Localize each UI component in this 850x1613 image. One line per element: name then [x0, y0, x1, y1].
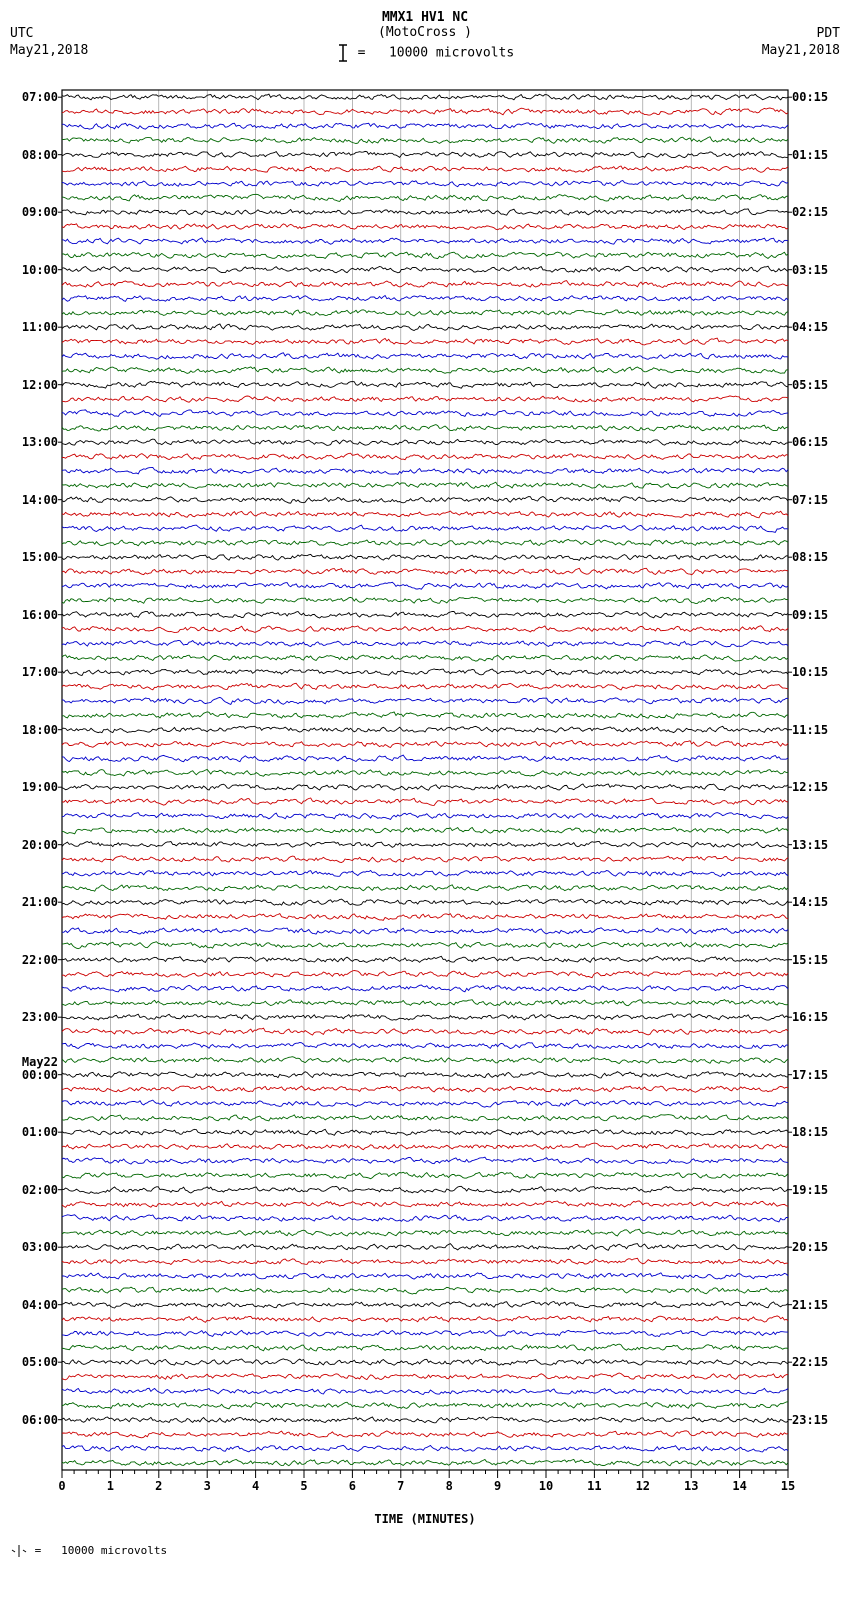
time-label: 03:15 — [792, 263, 828, 277]
time-label: 10:00 — [22, 263, 58, 277]
tz-right: PDT May21,2018 — [762, 26, 840, 60]
scale-bar-icon-bottom — [10, 1544, 28, 1558]
scale-equals: = — [358, 46, 381, 61]
svg-text:12: 12 — [636, 1479, 650, 1493]
plot-area: 07:00 08:00 09:00 10:00 11:00 12:00 13:00 14:00… — [10, 80, 840, 1510]
svg-text:5: 5 — [300, 1479, 307, 1493]
time-label: 22:00 — [22, 953, 58, 967]
xaxis-title: TIME (MINUTES) — [10, 1512, 840, 1526]
tz-right-label: PDT — [762, 26, 840, 43]
svg-text:14: 14 — [732, 1479, 746, 1493]
time-label: 07:00 — [22, 90, 58, 104]
svg-text:6: 6 — [349, 1479, 356, 1493]
time-label: 15:00 — [22, 550, 58, 564]
time-label: 10:15 — [792, 665, 828, 679]
right-time-axis: 00:15 01:15 02:15 03:15 04:15 05:15 06:15 07:15… — [790, 80, 840, 1510]
svg-text:1: 1 — [107, 1479, 114, 1493]
time-label: 21:15 — [792, 1298, 828, 1312]
time-label: 18:15 — [792, 1125, 828, 1139]
time-label: 23:00 — [22, 1010, 58, 1024]
time-label: 06:15 — [792, 435, 828, 449]
svg-text:4: 4 — [252, 1479, 259, 1493]
svg-text:10: 10 — [539, 1479, 553, 1493]
time-label: 00:00 — [22, 1068, 58, 1082]
time-label: 16:00 — [22, 608, 58, 622]
time-label: 14:15 — [792, 895, 828, 909]
time-label: 18:00 — [22, 723, 58, 737]
time-label: 17:15 — [792, 1068, 828, 1082]
time-label: 23:15 — [792, 1413, 828, 1427]
time-label: 01:15 — [792, 148, 828, 162]
time-label: 22:15 — [792, 1355, 828, 1369]
scale-value-bottom: 10000 microvolts — [61, 1544, 167, 1557]
time-label: 12:15 — [792, 780, 828, 794]
time-label: 03:00 — [22, 1240, 58, 1254]
time-label: 04:00 — [22, 1298, 58, 1312]
time-label: 07:15 — [792, 493, 828, 507]
time-label: 09:00 — [22, 205, 58, 219]
svg-text:3: 3 — [204, 1479, 211, 1493]
time-label: 21:00 — [22, 895, 58, 909]
time-label: 12:00 — [22, 378, 58, 392]
time-label: 01:00 — [22, 1125, 58, 1139]
scale-indicator-bottom: = 10000 microvolts — [10, 1544, 840, 1558]
time-label: 06:00 — [22, 1413, 58, 1427]
tz-left: UTC May21,2018 — [10, 26, 88, 60]
svg-text:11: 11 — [587, 1479, 601, 1493]
svg-text:8: 8 — [446, 1479, 453, 1493]
svg-text:13: 13 — [684, 1479, 698, 1493]
time-label: 11:00 — [22, 320, 58, 334]
svg-text:7: 7 — [397, 1479, 404, 1493]
scale-bar-icon — [336, 44, 350, 62]
time-label: 08:00 — [22, 148, 58, 162]
time-label: 16:15 — [792, 1010, 828, 1024]
time-label: 19:15 — [792, 1183, 828, 1197]
time-label: 09:15 — [792, 608, 828, 622]
time-label: 20:00 — [22, 838, 58, 852]
header: UTC May21,2018 PDT May21,2018 MMX1 HV1 N… — [10, 10, 840, 80]
seismogram-container: UTC May21,2018 PDT May21,2018 MMX1 HV1 N… — [10, 10, 840, 1558]
scale-indicator-top: = 10000 microvolts — [10, 44, 840, 62]
time-label: 05:15 — [792, 378, 828, 392]
time-label: 08:15 — [792, 550, 828, 564]
time-label: 20:15 — [792, 1240, 828, 1254]
time-label: 11:15 — [792, 723, 828, 737]
date-change-label: May22 — [22, 1055, 58, 1069]
tz-left-label: UTC — [10, 26, 88, 43]
time-label: 02:00 — [22, 1183, 58, 1197]
time-label: 05:00 — [22, 1355, 58, 1369]
time-label: 17:00 — [22, 665, 58, 679]
station-title: MMX1 HV1 NC — [10, 10, 840, 25]
time-label: 14:00 — [22, 493, 58, 507]
svg-text:9: 9 — [494, 1479, 501, 1493]
time-label: 15:15 — [792, 953, 828, 967]
tz-right-date: May21,2018 — [762, 43, 840, 60]
station-subtitle: (MotoCross ) — [10, 25, 840, 40]
left-time-axis: 07:00 08:00 09:00 10:00 11:00 12:00 13:00 14:00… — [10, 80, 60, 1510]
scale-value-top: 10000 microvolts — [389, 46, 514, 61]
scale-equals-bottom: = — [35, 1544, 55, 1557]
time-label: 00:15 — [792, 90, 828, 104]
tz-left-date: May21,2018 — [10, 43, 88, 60]
time-label: 02:15 — [792, 205, 828, 219]
time-label: 19:00 — [22, 780, 58, 794]
time-label: 04:15 — [792, 320, 828, 334]
time-label: 13:15 — [792, 838, 828, 852]
time-label: 13:00 — [22, 435, 58, 449]
helicorder-svg: 0123456789101112131415 — [10, 80, 840, 1510]
svg-text:2: 2 — [155, 1479, 162, 1493]
